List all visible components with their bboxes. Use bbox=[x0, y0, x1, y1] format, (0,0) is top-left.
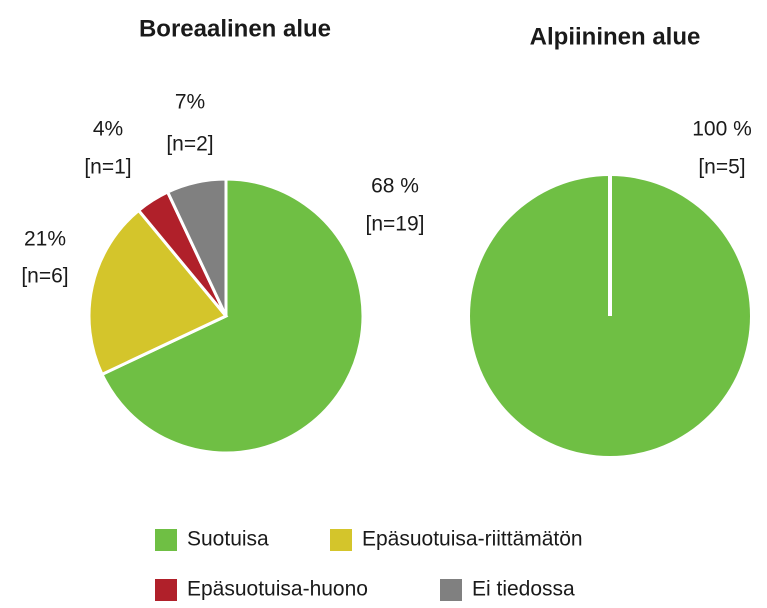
value-label: 4% bbox=[93, 118, 123, 141]
legend-label: Ei tiedossa bbox=[472, 578, 575, 601]
legend-swatch bbox=[155, 529, 177, 551]
pie-slice bbox=[165, 177, 228, 317]
legend-swatch bbox=[440, 579, 462, 601]
value-label: 100 % bbox=[692, 118, 752, 141]
legend-label: Epäsuotuisa-huono bbox=[187, 578, 368, 601]
legend-label: Epäsuotuisa-riittämätön bbox=[362, 528, 583, 551]
chart-title: Boreaalinen alue bbox=[139, 15, 331, 42]
count-label: [n=2] bbox=[166, 133, 213, 156]
pie-slice bbox=[87, 208, 229, 377]
count-label: [n=5] bbox=[698, 156, 745, 179]
count-label: [n=1] bbox=[84, 156, 131, 179]
legend-swatch bbox=[330, 529, 352, 551]
count-label: [n=19] bbox=[366, 213, 425, 236]
legend-label: Suotuisa bbox=[187, 528, 269, 551]
pie-slice bbox=[100, 177, 365, 455]
count-label: [n=6] bbox=[21, 265, 68, 288]
value-label: 21% bbox=[24, 228, 66, 251]
chart-title: Alpiininen alue bbox=[530, 23, 701, 50]
value-label: 68 % bbox=[371, 175, 419, 198]
value-label: 7% bbox=[175, 91, 205, 114]
legend-swatch bbox=[155, 579, 177, 601]
